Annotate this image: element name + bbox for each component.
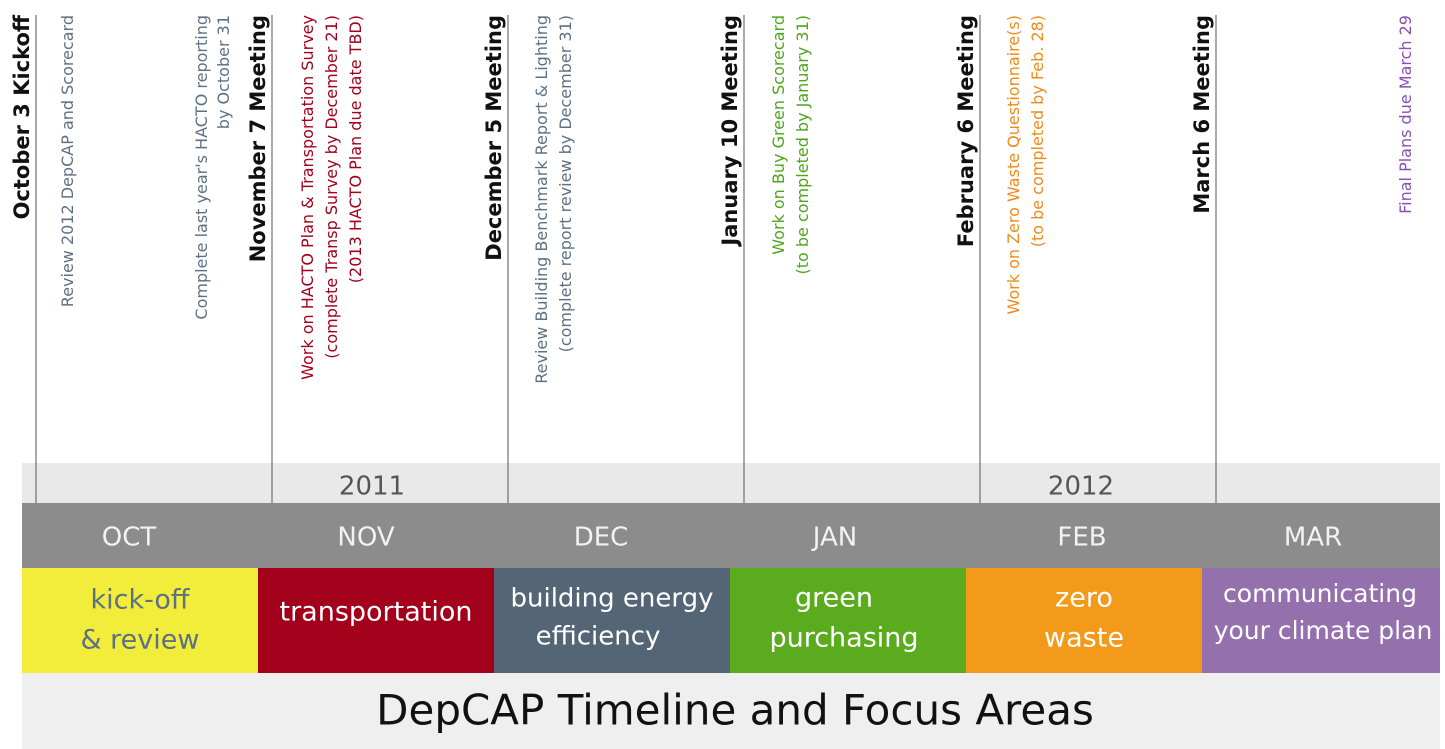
month-label: NOV (337, 523, 394, 553)
year-label: 2011 (339, 472, 405, 502)
milestone-note: by October 31 (214, 15, 233, 129)
focus-box (22, 568, 258, 673)
milestone: December 5 Meeting (482, 15, 506, 261)
focus-box (258, 568, 494, 673)
milestone-note: Review Building Benchmark Report & Light… (532, 15, 551, 384)
focus-box (730, 568, 966, 673)
milestone-note: Review 2012 DepCAP and Scorecard (58, 15, 77, 307)
focus-label: zero (1055, 583, 1113, 614)
milestone: November 7 Meeting (246, 15, 270, 262)
milestone: October 3 Kickoff (10, 14, 34, 219)
focus-label: waste (1044, 623, 1124, 654)
diagram-title: DepCAP Timeline and Focus Areas (376, 686, 1094, 735)
milestone: January 10 Meeting (718, 15, 742, 248)
focus-label: & review (81, 625, 200, 656)
month-label: FEB (1057, 523, 1106, 553)
focus-box (1202, 568, 1440, 673)
milestone-note: Final Plans due March 29 (1396, 15, 1415, 214)
milestone-note: (complete report review by December 31) (556, 15, 575, 352)
focus-label: transportation (279, 597, 472, 628)
year-band (22, 463, 1440, 503)
focus-label: efficiency (536, 622, 661, 652)
focus-box (494, 568, 730, 673)
milestone-note: Work on Zero Waste Questionnaire(s) (1004, 15, 1023, 315)
month-label: DEC (574, 523, 629, 553)
focus-label: communicating (1223, 579, 1417, 608)
milestone-note: Work on Buy Green Scorecard (769, 15, 788, 255)
month-label: OCT (102, 523, 157, 553)
focus-label: purchasing (769, 623, 918, 654)
focus-label: building energy (511, 584, 714, 614)
month-label: MAR (1284, 523, 1342, 553)
milestone: February 6 Meeting (954, 15, 978, 247)
milestone-note: (to be completed by January 31) (793, 15, 812, 275)
milestone-note: (2013 HACTO Plan due date TBD) (346, 15, 365, 283)
focus-label: kick-off (91, 585, 191, 616)
focus-label: green (795, 583, 873, 614)
title-band (22, 673, 1440, 749)
milestone-note: (to be completed by Feb. 28) (1028, 15, 1047, 247)
month-band (22, 503, 1440, 568)
focus-box (966, 568, 1202, 673)
focus-label: your climate plan (1214, 616, 1433, 645)
year-label: 2012 (1048, 472, 1114, 502)
milestone: March 6 Meeting (1190, 15, 1214, 214)
milestone-note: Complete last year's HACTO reporting (192, 15, 211, 320)
milestone-note: Work on HACTO Plan & Transportation Surv… (298, 15, 317, 380)
month-label: JAN (811, 523, 857, 553)
milestone-note: (complete Transp Survey by December 21) (322, 15, 341, 359)
